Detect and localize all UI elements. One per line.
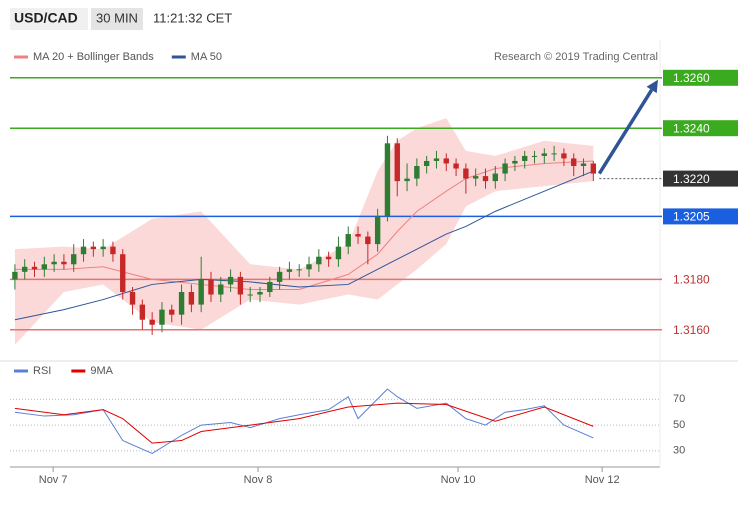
legend-label: RSI: [33, 365, 51, 377]
level-label-box: [663, 170, 738, 187]
indicator-line: [14, 388, 594, 454]
candle-body: [100, 246, 106, 250]
time: 11:21:32 CET: [153, 10, 232, 25]
candle-body: [345, 234, 351, 247]
candle-body: [257, 292, 263, 295]
indicator-line: [14, 402, 594, 444]
candle-body: [71, 254, 77, 265]
candle-body: [276, 271, 283, 282]
candle-body: [374, 216, 381, 245]
candle-body: [306, 264, 312, 270]
candle-body: [404, 178, 410, 182]
candle-body: [531, 155, 538, 157]
level-label: 1.3240: [673, 121, 710, 135]
x-tick-label: Nov 12: [585, 474, 620, 486]
level-label-box: [663, 69, 738, 86]
candle-body: [580, 163, 587, 166]
candle-body: [522, 155, 528, 161]
candle-body: [384, 143, 391, 217]
level-label: 1.3180: [673, 273, 710, 287]
candle-body: [120, 254, 126, 292]
candle-body: [482, 176, 489, 182]
candle-body: [188, 292, 195, 305]
candle-body: [12, 271, 18, 280]
candle-body: [492, 173, 498, 182]
ma-line: [14, 170, 594, 321]
y-tick-label: 50: [673, 419, 685, 431]
x-tick-label: Nov 7: [39, 474, 68, 486]
candle-body: [218, 284, 224, 295]
candle-body: [443, 158, 449, 164]
candle-body: [247, 294, 253, 296]
candle-body: [41, 264, 48, 270]
candle-body: [51, 261, 57, 265]
legend-label: MA 20 + Bollinger Bands: [33, 51, 154, 63]
credit: Research © 2019 Trading Central: [494, 51, 658, 63]
candle-body: [502, 163, 508, 174]
level-label-box: [663, 208, 738, 225]
candle-body: [423, 160, 430, 166]
candle-body: [335, 246, 342, 260]
candle-body: [316, 256, 322, 265]
candle-body: [22, 266, 28, 272]
candle-body: [365, 236, 371, 245]
candle-body: [541, 153, 548, 156]
candle-body: [433, 158, 440, 161]
candle-body: [512, 160, 518, 164]
candle-body: [90, 246, 97, 250]
candle-body: [325, 256, 332, 260]
candle-body: [453, 163, 459, 169]
candle-body: [590, 163, 597, 174]
candle-body: [551, 153, 557, 155]
candle-body: [80, 246, 87, 255]
candle-body: [208, 279, 214, 295]
candle-body: [286, 269, 293, 272]
level-label: 1.3205: [673, 210, 710, 224]
level-label: 1.3220: [673, 172, 710, 186]
projection-arrow: [597, 89, 654, 175]
level-label: 1.3260: [673, 71, 710, 85]
ma-line: [14, 160, 594, 290]
candle-body: [561, 153, 567, 159]
candle-body: [463, 168, 469, 179]
level-label: 1.3160: [673, 323, 710, 337]
legend-label: MA 50: [191, 51, 222, 63]
y-tick-label: 70: [673, 393, 685, 405]
candle-body: [169, 309, 175, 315]
legend-label: 9MA: [90, 365, 113, 377]
candle-body: [237, 276, 244, 295]
candle-body: [414, 166, 420, 179]
candle-body: [571, 158, 577, 166]
x-tick-label: Nov 8: [244, 474, 273, 486]
candle-body: [31, 266, 38, 270]
candle-body: [394, 143, 400, 182]
candle-body: [296, 269, 302, 271]
candle-body: [178, 292, 185, 315]
interval: 30 MIN: [96, 10, 138, 25]
candle-body: [110, 246, 116, 255]
candle-body: [159, 309, 165, 325]
y-tick-label: 30: [673, 445, 685, 457]
interval-box: [91, 8, 143, 30]
candle-body: [267, 281, 273, 292]
candle-body: [61, 261, 67, 265]
candle-body: [149, 319, 155, 325]
candle-body: [129, 292, 136, 305]
candle-body: [227, 276, 234, 285]
x-tick-label: Nov 10: [441, 474, 476, 486]
candle-body: [198, 279, 204, 305]
candle-body: [472, 176, 479, 179]
symbol: USD/CAD: [14, 10, 78, 26]
level-label-box: [663, 120, 738, 137]
bollinger-band: [14, 118, 594, 345]
projection-arrowhead: [646, 79, 658, 94]
candle-body: [355, 234, 361, 237]
symbol-box: [10, 8, 88, 30]
candle-body: [139, 304, 146, 320]
